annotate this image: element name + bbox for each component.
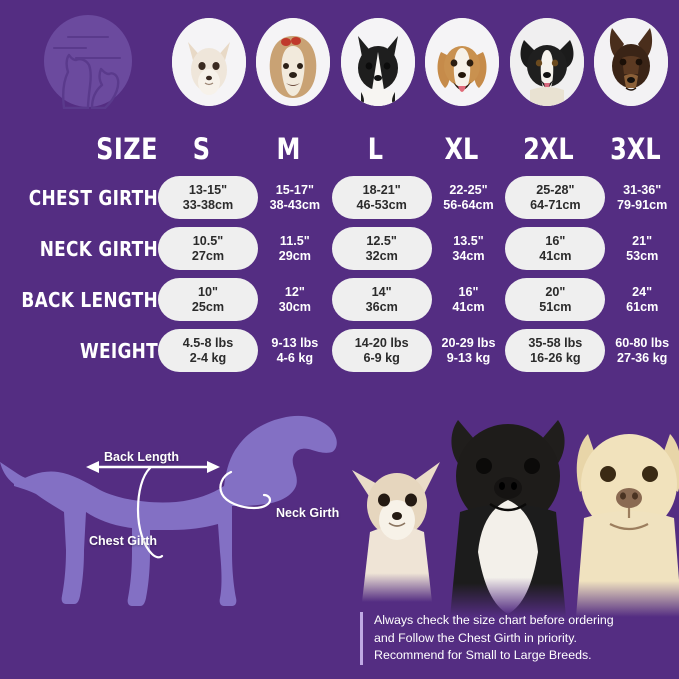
brand-logo (42, 14, 134, 109)
size-header-2xl: 2XL (523, 132, 574, 166)
table-cell: 24" 61cm (605, 278, 679, 320)
bottom-breed-photos (340, 392, 679, 617)
measurement-diagram (0, 400, 352, 679)
table-row-weight: WEIGHT 4.5-8 lbs 2-4 kg 9-13 lbs 4-6 kg 14… (0, 325, 679, 376)
row-label-neck-girth: NECK GIRTH (39, 236, 158, 261)
cell-value: 10.5" 27cm (158, 227, 258, 270)
table-cell: 16" 41cm (432, 278, 506, 320)
table-cell: 4.5-8 lbs 2-4 kg (158, 329, 258, 372)
table-cell: 13-15" 33-38cm (158, 176, 258, 219)
note-line-2: and Follow the Chest Girth in priority. (374, 630, 577, 645)
size-header-m: M (276, 132, 301, 166)
table-cell: 10" 25cm (158, 278, 258, 321)
table-header-row: SIZE S M L XL 2XL 3XL (0, 126, 679, 172)
table-cell: 14-20 lbs 6-9 kg (331, 329, 432, 372)
row-cells-neck-girth: 10.5" 27cm 11.5" 29cm 12.5" 32cm 13.5" 34cm … (158, 227, 679, 270)
dog-and-cat-silhouette-logo-icon (44, 15, 132, 109)
border-collie-photo-icon (509, 18, 584, 106)
shih-tzu-photo-icon (256, 18, 331, 106)
cell-value: 12.5" 32cm (331, 227, 432, 270)
table-cell: 16" 41cm (505, 227, 606, 270)
cell-value: 25-28" 64-71cm (505, 176, 606, 219)
row-cells-weight: 4.5-8 lbs 2-4 kg 9-13 lbs 4-6 kg 14-20 lbs… (158, 329, 679, 372)
diagram-label-back-length: Back Length (104, 450, 180, 464)
row-cells-back-length: 10" 25cm 12" 30cm 14" 36cm 16" 41cm 20" 51cm … (158, 278, 679, 321)
table-cell: 12.5" 32cm (331, 227, 432, 270)
table-corner-label: SIZE (96, 132, 158, 166)
dog-side-silhouette-icon (0, 415, 337, 606)
chihuahua-photo-icon (172, 18, 246, 106)
size-header-s: S (192, 132, 211, 166)
table-cell: 9-13 lbs 4-6 kg (258, 329, 332, 371)
table-cell: 12" 30cm (258, 278, 332, 320)
table-cell: 20" 51cm (505, 278, 606, 321)
table-row-chest-girth: CHEST GIRTH 13-15" 33-38cm 15-17" 38-43cm … (0, 172, 679, 223)
table-cell: 35-58 lbs 16-26 kg (505, 329, 606, 372)
breed-photo-row (172, 16, 668, 108)
table-cell: 21" 53cm (605, 227, 679, 269)
cell-value: 20" 51cm (505, 278, 606, 321)
size-table: SIZE S M L XL 2XL 3XL CHEST GIRTH 13-15"… (0, 126, 679, 376)
breed-photo-border-collie (509, 18, 584, 106)
table-cell: 25-28" 64-71cm (505, 176, 606, 219)
boston-terrier-photo-icon (340, 18, 415, 106)
note-line-1: Always check the size chart before order… (374, 613, 614, 627)
diagram-label-neck-girth: Neck Girth (276, 506, 340, 520)
labrador-photo-icon (576, 434, 679, 617)
table-cell: 60-80 lbs 27-36 kg (605, 329, 679, 371)
table-cell: 15-17" 38-43cm (258, 176, 332, 218)
table-cell: 13.5" 34cm (432, 227, 506, 269)
size-header-xl: XL (444, 132, 479, 166)
cell-value: 12" 30cm (278, 285, 311, 314)
cell-value: 18-21" 46-53cm (331, 176, 432, 219)
row-label-back-length: BACK LENGTH (21, 287, 158, 312)
table-cell: 20-29 lbs 9-13 kg (432, 329, 506, 371)
size-header-l: L (367, 132, 383, 166)
row-label-weight: WEIGHT (80, 338, 158, 363)
table-row-neck-girth: NECK GIRTH 10.5" 27cm 11.5" 29cm 12.5" 32cm… (0, 223, 679, 274)
note-line-3: Recommend for Small to Large Breeds. (374, 648, 592, 663)
cell-value: 60-80 lbs 27-36 kg (615, 336, 670, 365)
beagle-photo-icon (425, 18, 500, 106)
doberman-photo-icon (593, 18, 668, 106)
cell-value: 22-25" 56-64cm (443, 183, 494, 212)
cell-value: 16" 41cm (505, 227, 606, 270)
french-bulldog-photo-icon (450, 420, 566, 617)
row-cells-chest-girth: 13-15" 33-38cm 15-17" 38-43cm 18-21" 46-53c… (158, 176, 679, 219)
breed-photo-boston-terrier (340, 18, 415, 106)
cell-value: 4.5-8 lbs 2-4 kg (158, 329, 258, 372)
table-cell: 22-25" 56-64cm (432, 176, 506, 218)
table-cell: 14" 36cm (331, 278, 432, 321)
cell-value: 13-15" 33-38cm (158, 176, 258, 219)
table-cell: 11.5" 29cm (258, 227, 332, 269)
cell-value: 24" 61cm (626, 285, 659, 314)
diagram-label-chest-girth: Chest Girth (89, 534, 158, 548)
cell-value: 16" 41cm (452, 285, 485, 314)
table-row-back-length: BACK LENGTH 10" 25cm 12" 30cm 14" 36cm 16" 4… (0, 274, 679, 325)
ordering-note: Always check the size chart before order… (360, 612, 679, 665)
breed-photo-shih-tzu (256, 18, 331, 106)
breed-photo-chihuahua (172, 18, 246, 106)
size-header-3xl: 3XL (610, 132, 661, 166)
table-cell: 10.5" 27cm (158, 227, 258, 270)
breed-photo-beagle (425, 18, 500, 106)
cell-value: 13.5" 34cm (452, 234, 485, 263)
cell-value: 15-17" 38-43cm (269, 183, 321, 212)
cell-value: 31-36" 79-91cm (616, 183, 668, 212)
cell-value: 14" 36cm (331, 278, 432, 321)
cell-value: 11.5" 29cm (278, 234, 311, 263)
row-label-chest-girth: CHEST GIRTH (28, 185, 158, 210)
cell-value: 10" 25cm (158, 278, 258, 321)
cell-value: 14-20 lbs 6-9 kg (331, 329, 432, 372)
table-cell: 18-21" 46-53cm (331, 176, 432, 219)
cell-value: 9-13 lbs 4-6 kg (271, 336, 319, 365)
table-cell: 31-36" 79-91cm (605, 176, 679, 218)
cell-value: 20-29 lbs 9-13 kg (441, 336, 496, 365)
cell-value: 21" 53cm (626, 234, 659, 263)
chihuahua-photo-icon (352, 462, 440, 602)
size-header-cells: S M L XL 2XL 3XL (158, 132, 679, 166)
cell-value: 35-58 lbs 16-26 kg (505, 329, 606, 372)
breed-photo-doberman (593, 18, 668, 106)
